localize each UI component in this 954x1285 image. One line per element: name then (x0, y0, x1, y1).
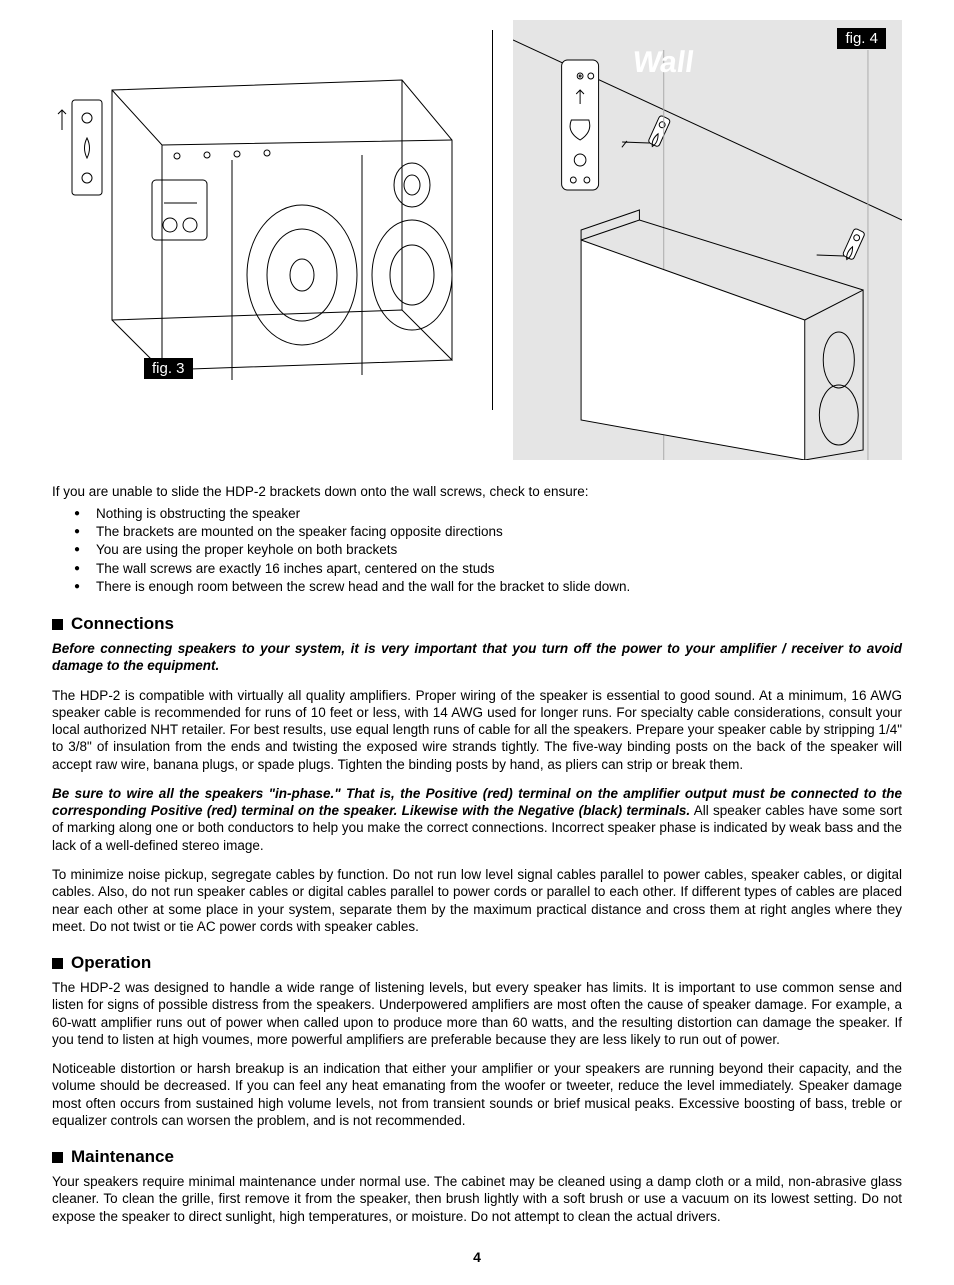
heading-text: Connections (71, 614, 174, 634)
connections-p2: Be sure to wire all the speakers "in-pha… (52, 785, 902, 854)
operation-p2: Noticeable distortion or harsh breakup i… (52, 1060, 902, 1129)
wall-mount-diagram-icon (513, 20, 902, 460)
list-item: Nothing is obstructing the speaker (96, 505, 902, 523)
maintenance-p1: Your speakers require minimal maintenanc… (52, 1173, 902, 1225)
section-heading-connections: Connections (52, 614, 902, 634)
figure-3-container: fig. 3 (52, 30, 493, 410)
list-item: The wall screws are exactly 16 inches ap… (96, 560, 902, 578)
figure-4-label: fig. 4 (837, 28, 886, 49)
connections-warning: Before connecting speakers to your syste… (52, 640, 902, 675)
page-number: 4 (52, 1249, 902, 1265)
figures-row: fig. 3 Wall (52, 30, 902, 460)
manual-page: fig. 3 Wall (0, 0, 954, 1285)
heading-text: Operation (71, 953, 151, 973)
checklist: Nothing is obstructing the speaker The b… (52, 505, 902, 596)
wall-label: Wall (631, 46, 696, 80)
list-item: There is enough room between the screw h… (96, 578, 902, 596)
operation-p1: The HDP-2 was designed to handle a wide … (52, 979, 902, 1048)
checklist-intro: If you are unable to slide the HDP-2 bra… (52, 484, 902, 499)
speaker-diagram-icon (52, 30, 492, 410)
section-heading-maintenance: Maintenance (52, 1147, 902, 1167)
heading-text: Maintenance (71, 1147, 174, 1167)
connections-p1: The HDP-2 is compatible with virtually a… (52, 687, 902, 773)
figure-4-container: Wall (513, 20, 902, 460)
section-heading-operation: Operation (52, 953, 902, 973)
list-item: You are using the proper keyhole on both… (96, 541, 902, 559)
connections-p3: To minimize noise pickup, segregate cabl… (52, 866, 902, 935)
figure-3-label: fig. 3 (144, 358, 193, 379)
list-item: The brackets are mounted on the speaker … (96, 523, 902, 541)
